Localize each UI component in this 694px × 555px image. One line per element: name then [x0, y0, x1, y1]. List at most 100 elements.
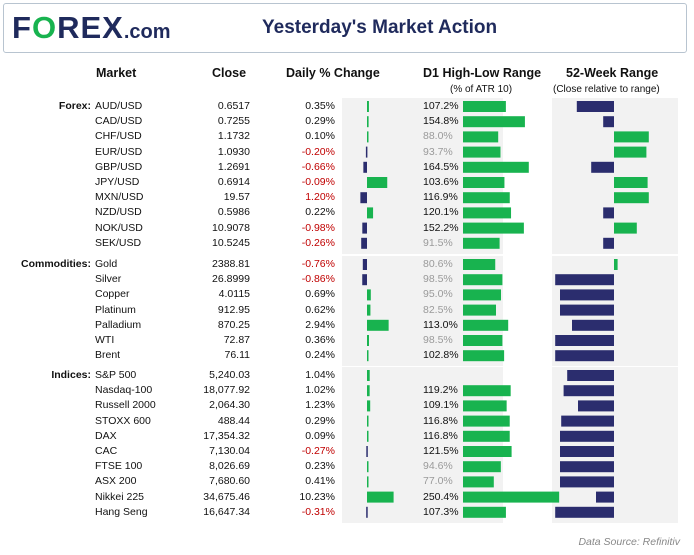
- range-bar: [463, 400, 507, 412]
- range-value: 120.1%: [423, 206, 459, 219]
- range-value: 119.2%: [423, 384, 458, 397]
- daily-change-bar: [367, 430, 369, 442]
- market-name[interactable]: CAC: [95, 445, 118, 457]
- market-name[interactable]: Platinum: [95, 303, 136, 316]
- close-value: 2388.81: [212, 258, 250, 270]
- market-name[interactable]: NZD/USD: [95, 206, 142, 219]
- market-name[interactable]: MXN/USD: [95, 191, 144, 204]
- forex-logo[interactable]: FOREX.com: [12, 10, 171, 45]
- daily-change-value: 0.29%: [305, 414, 335, 427]
- col-daily-change: Daily % Change: [286, 66, 380, 80]
- close-value: 0.7255: [217, 115, 250, 128]
- daily-change-value: -0.27%: [301, 445, 335, 457]
- range-value: 91.5%: [423, 236, 453, 249]
- range-bar: [463, 446, 512, 457]
- range-value: 164.5%: [423, 160, 459, 173]
- group-label: Commodities:: [20, 258, 91, 270]
- market-name[interactable]: Russell 2000: [95, 399, 156, 412]
- range-bar: [463, 161, 529, 173]
- week52-bar: [603, 237, 614, 249]
- close-value: 19.57: [223, 191, 250, 204]
- daily-change-value: 0.29%: [305, 115, 335, 128]
- range-bar: [463, 319, 509, 331]
- range-bar: [463, 274, 503, 286]
- daily-change-bar: [367, 207, 374, 219]
- range-value: 109.1%: [423, 399, 459, 412]
- daily-change-bar: [367, 319, 389, 331]
- range-value: 95.0%: [423, 288, 453, 301]
- daily-change-value: -0.31%: [301, 505, 335, 518]
- range-bar: [463, 350, 505, 362]
- range-value: 116.9%: [423, 191, 458, 204]
- range-value: 107.3%: [423, 505, 459, 518]
- col-d1-range-sub: (% of ATR 10): [450, 84, 513, 95]
- col-d1-range: D1 High-Low Range: [423, 66, 542, 80]
- daily-change-bar: [367, 101, 369, 112]
- week52-bar: [560, 446, 614, 457]
- market-name[interactable]: FTSE 100: [95, 460, 143, 473]
- week52-bar: [555, 506, 614, 518]
- daily-change-bar: [367, 289, 371, 301]
- close-value: 7,130.04: [209, 445, 250, 457]
- market-name[interactable]: EUR/USD: [95, 145, 143, 158]
- market-name[interactable]: WTI: [95, 334, 115, 346]
- market-name[interactable]: Nikkei 225: [95, 490, 145, 503]
- group-label: Forex:: [58, 100, 91, 112]
- week52-bar: [614, 222, 637, 234]
- market-name[interactable]: JPY/USD: [95, 176, 140, 188]
- close-value: 10.5245: [212, 236, 250, 249]
- market-name[interactable]: CHF/USD: [95, 130, 142, 143]
- market-name[interactable]: S&P 500: [95, 369, 137, 381]
- week52-bar: [555, 335, 614, 346]
- col-market: Market: [96, 66, 137, 80]
- range-bar: [463, 385, 511, 397]
- market-name[interactable]: CAD/USD: [95, 115, 143, 128]
- range-bar: [463, 207, 512, 219]
- daily-change-bar: [363, 161, 367, 173]
- market-name[interactable]: ASX 200: [95, 475, 137, 488]
- market-name[interactable]: Silver: [95, 273, 122, 286]
- week52-bar: [614, 146, 647, 158]
- market-name[interactable]: NOK/USD: [95, 221, 143, 234]
- market-name[interactable]: AUD/USD: [95, 100, 143, 112]
- daily-change-value: 0.36%: [305, 334, 335, 346]
- market-name[interactable]: DAX: [95, 429, 117, 442]
- week52-bar: [614, 192, 649, 204]
- daily-change-value: 1.23%: [305, 399, 335, 412]
- range-value: 102.8%: [423, 349, 459, 362]
- market-name[interactable]: Brent: [95, 349, 121, 362]
- range-bar: [463, 304, 496, 316]
- range-value: 121.5%: [423, 445, 459, 457]
- daily-change-value: 1.04%: [305, 369, 335, 381]
- market-name[interactable]: Hang Seng: [95, 505, 148, 518]
- market-name[interactable]: GBP/USD: [95, 160, 143, 173]
- range-bar: [463, 461, 501, 473]
- close-value: 18,077.92: [203, 384, 250, 397]
- range-value: 116.8%: [423, 414, 458, 427]
- daily-change-bar: [367, 476, 369, 488]
- daily-change-value: 0.41%: [305, 475, 335, 488]
- daily-change-value: 0.09%: [305, 429, 335, 442]
- week52-bar: [614, 177, 648, 188]
- market-name[interactable]: SEK/USD: [95, 236, 142, 249]
- market-name[interactable]: STOXX 600: [95, 414, 151, 427]
- range-bar: [463, 192, 510, 204]
- week52-bar: [561, 415, 614, 427]
- market-name[interactable]: Palladium: [95, 318, 142, 331]
- market-name[interactable]: Gold: [95, 258, 118, 270]
- daily-change-bar: [362, 274, 367, 286]
- close-value: 870.25: [217, 318, 250, 331]
- market-name[interactable]: Nasdaq-100: [95, 384, 153, 397]
- week52-bar: [555, 350, 614, 362]
- daily-change-bar: [360, 192, 367, 204]
- range-bar: [463, 259, 496, 270]
- close-value: 488.44: [217, 414, 250, 427]
- daily-change-bar: [367, 400, 371, 412]
- daily-change-value: -0.09%: [301, 176, 335, 188]
- daily-change-bar: [362, 259, 367, 270]
- daily-change-value: -0.86%: [301, 273, 335, 286]
- close-value: 0.6914: [217, 176, 250, 188]
- daily-change-bar: [367, 350, 369, 362]
- market-name[interactable]: Copper: [95, 288, 130, 301]
- close-value: 2,064.30: [209, 399, 250, 412]
